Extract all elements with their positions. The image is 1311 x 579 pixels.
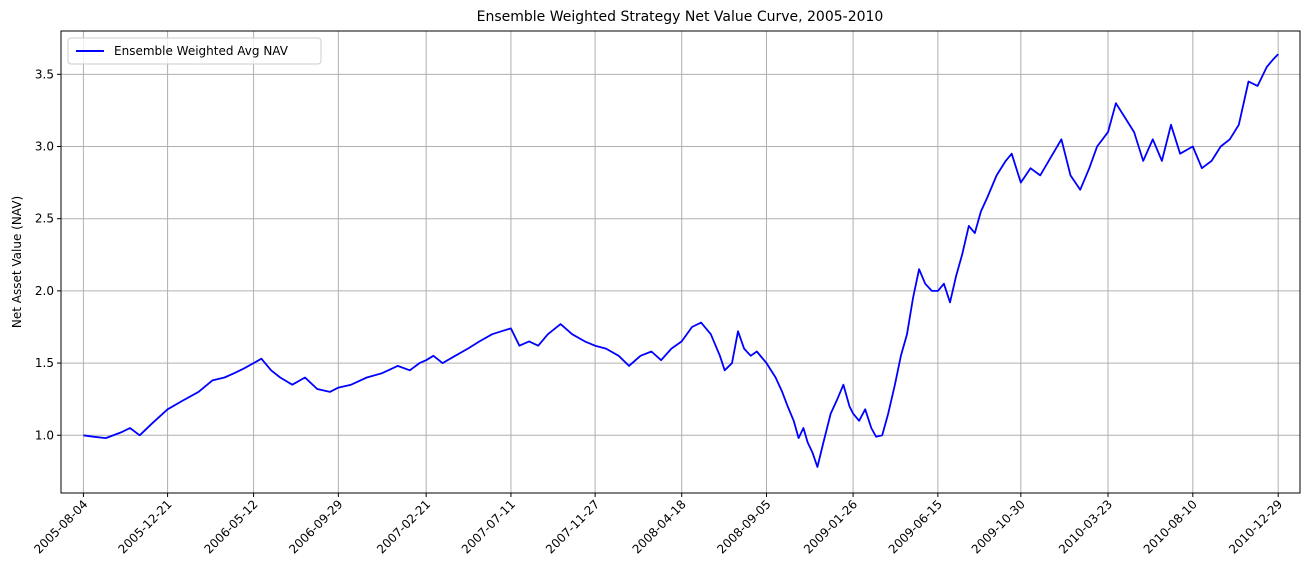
- y-tick-label: 3.5: [35, 67, 54, 81]
- legend-box: [67, 37, 322, 65]
- legend: Ensemble Weighted Avg NAV: [67, 37, 322, 65]
- x-tick-label: 2006-05-12: [201, 497, 260, 556]
- x-tick-label: 2005-12-21: [115, 497, 174, 556]
- x-tick-label: 2005-08-04: [31, 497, 90, 556]
- x-tick-label: 2006-09-29: [286, 497, 345, 556]
- x-tick-label: 2008-09-05: [714, 497, 773, 556]
- y-tick-label: 1.0: [35, 428, 54, 442]
- x-tick-label: 2010-08-10: [1141, 497, 1200, 556]
- x-tick-label: 2009-01-26: [801, 497, 860, 556]
- y-tick-label: 2.5: [35, 212, 54, 226]
- x-tick-label: 2009-06-15: [886, 497, 945, 556]
- series-line-ensemble-weighted-avg-nav: [83, 53, 1279, 468]
- x-tick-label: 2009-10-30: [969, 497, 1028, 556]
- x-tick-label: 2007-02-21: [374, 497, 433, 556]
- y-tick-label: 3.0: [35, 140, 54, 154]
- x-tick-label: 2010-12-29: [1226, 497, 1285, 556]
- y-axis: 1.0 1.5 2.0 2.5 3.0 3.5: [35, 67, 61, 442]
- x-tick-label: 2007-11-27: [543, 497, 602, 556]
- x-tick-label: 2007-07-11: [459, 497, 518, 556]
- legend-entry-label: Ensemble Weighted Avg NAV: [114, 44, 289, 58]
- line-layer: [83, 53, 1279, 468]
- grid-layer: [61, 31, 1300, 493]
- plot-frame: [60, 30, 1301, 494]
- y-tick-label: 1.5: [35, 356, 54, 370]
- y-tick-label: 2.0: [35, 284, 54, 298]
- x-tick-label: 2010-03-23: [1056, 497, 1115, 556]
- y-axis-title: Net Asset Value (NAV): [10, 196, 24, 328]
- chart-title: Ensemble Weighted Strategy Net Value Cur…: [477, 9, 884, 25]
- x-axis: 2005-08-04 2005-12-21 2006-05-12 2006-09-29…: [31, 493, 1285, 556]
- x-tick-label: 2008-04-18: [630, 497, 689, 556]
